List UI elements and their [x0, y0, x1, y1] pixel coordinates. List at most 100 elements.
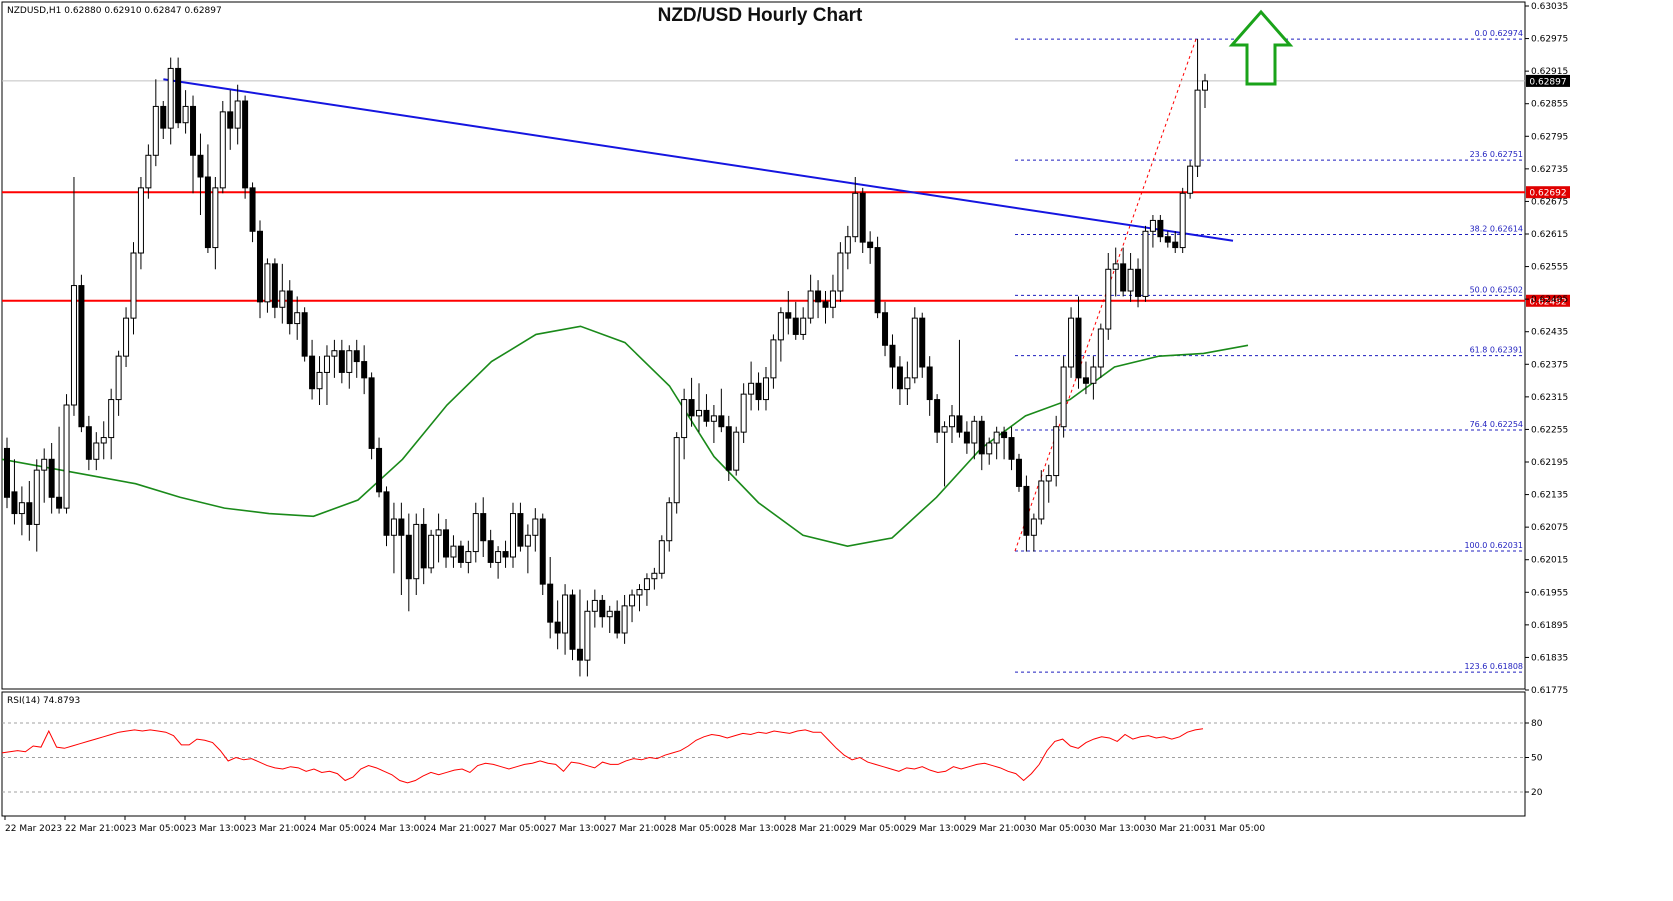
bearish-candle	[725, 426, 732, 471]
bullish-candle	[636, 589, 643, 596]
x-tick-label: 31 Mar 05:00	[1205, 824, 1265, 834]
bullish-candle	[1194, 89, 1201, 167]
bearish-candle	[1164, 236, 1171, 243]
bearish-candle	[56, 496, 63, 509]
descending-trendline	[163, 78, 1234, 242]
bullish-candle	[264, 263, 271, 303]
bullish-candle	[1149, 219, 1156, 232]
main-plot-frame	[1, 1, 1526, 690]
level-price-label: 0.62692	[1529, 189, 1566, 199]
bearish-candle	[785, 312, 792, 319]
level-price-label: 0.62492	[1529, 297, 1566, 307]
x-tick-label: 24 Mar 05:00	[305, 824, 365, 834]
bullish-candle	[167, 67, 174, 129]
bullish-candle	[145, 154, 152, 189]
bearish-candle	[11, 491, 18, 515]
bullish-candle	[346, 350, 353, 373]
y-tick-label: 0.62255	[1531, 425, 1568, 435]
bullish-candle	[807, 290, 814, 319]
bearish-candle	[926, 366, 933, 401]
candles	[4, 39, 1208, 677]
bearish-candle	[502, 551, 509, 558]
fib-level-label: 38.2 0.62614	[1470, 225, 1523, 234]
bearish-candle	[889, 344, 896, 368]
rsi-plot-frame	[1, 691, 1526, 817]
bearish-candle	[896, 366, 903, 390]
bullish-candle	[137, 187, 144, 254]
bearish-candle	[614, 610, 621, 634]
fib-level-label: 61.8 0.62391	[1470, 346, 1523, 355]
bullish-candle	[93, 442, 100, 460]
y-tick-label: 0.62675	[1531, 197, 1568, 207]
bullish-candle	[108, 399, 115, 439]
trendline-group	[163, 78, 1234, 242]
bearish-candle	[368, 377, 375, 449]
bearish-candle	[271, 263, 278, 308]
bullish-candle	[770, 339, 777, 379]
bullish-candle	[621, 605, 628, 634]
fib-level-label: 123.6 0.61808	[1464, 662, 1523, 671]
rsi-line	[1, 728, 1204, 784]
bearish-candle	[256, 230, 263, 303]
moving-average-line	[1, 325, 1249, 547]
y-tick-label: 0.61835	[1531, 653, 1568, 663]
bullish-candle	[130, 252, 137, 319]
bullish-candle	[606, 610, 613, 618]
x-tick-label: 29 Mar 13:00	[905, 824, 965, 834]
fib-level-label: 76.4 0.62254	[1470, 420, 1523, 429]
level-price-badge	[1526, 186, 1570, 199]
bullish-candle	[643, 578, 650, 591]
bullish-candle	[323, 355, 330, 373]
y-tick-label: 0.62915	[1531, 67, 1568, 77]
y-tick-label: 0.62855	[1531, 100, 1568, 110]
y-tick-label: 0.61955	[1531, 588, 1568, 598]
x-tick-label: 28 Mar 05:00	[665, 824, 725, 834]
bearish-candle	[338, 350, 345, 373]
bullish-candle	[495, 551, 502, 563]
bullish-candle	[748, 382, 755, 395]
x-tick-label: 27 Mar 13:00	[545, 824, 605, 834]
bullish-candle	[18, 502, 25, 515]
bullish-candle	[1202, 80, 1208, 91]
bearish-candle	[1001, 431, 1008, 439]
bullish-candle	[234, 100, 241, 129]
x-tick-label: 30 Mar 05:00	[1025, 824, 1085, 834]
bullish-candle	[413, 523, 420, 580]
bearish-candle	[487, 540, 494, 563]
price-axis: 0.63035 0.62975 0.62915 0.62855 0.62795 0.627…	[1525, 2, 1570, 696]
rsi-label: RSI(14) 74.8793	[7, 696, 80, 706]
bearish-candle	[286, 290, 293, 325]
bullish-candle	[41, 458, 48, 471]
bearish-candle	[1172, 241, 1179, 249]
bullish-candle	[524, 534, 531, 547]
bearish-candle	[867, 241, 874, 249]
bullish-candle	[651, 572, 658, 580]
bullish-candle	[591, 599, 598, 612]
bearish-candle	[361, 361, 368, 379]
bullish-candle	[584, 610, 591, 661]
bearish-candle	[301, 312, 308, 357]
bullish-candle	[279, 290, 286, 308]
y-tick-label: 0.62195	[1531, 458, 1568, 468]
bearish-candle	[48, 458, 55, 498]
y-tick-label: 0.62555	[1531, 263, 1568, 273]
bearish-candle	[175, 67, 182, 124]
bearish-candle	[398, 518, 405, 536]
bearish-candle	[309, 355, 316, 390]
y-tick-label: 0.62075	[1531, 523, 1568, 533]
x-tick-label: 29 Mar 21:00	[965, 824, 1025, 834]
bullish-candle	[562, 594, 569, 634]
bullish-candle	[949, 415, 956, 428]
fib-level-label: 50.0 0.62502	[1470, 285, 1523, 294]
bullish-candle	[777, 312, 784, 341]
bearish-candle	[934, 399, 941, 433]
bearish-candle	[688, 399, 695, 417]
bearish-candle	[1023, 485, 1030, 536]
bullish-candle	[465, 551, 472, 563]
x-tick-label: 28 Mar 13:00	[725, 824, 785, 834]
bullish-candle	[1038, 480, 1045, 520]
rsi-tick-label: 80	[1531, 719, 1543, 729]
up-arrow-icon	[1228, 9, 1294, 86]
bullish-candle	[852, 192, 859, 238]
bullish-candle	[294, 312, 301, 325]
